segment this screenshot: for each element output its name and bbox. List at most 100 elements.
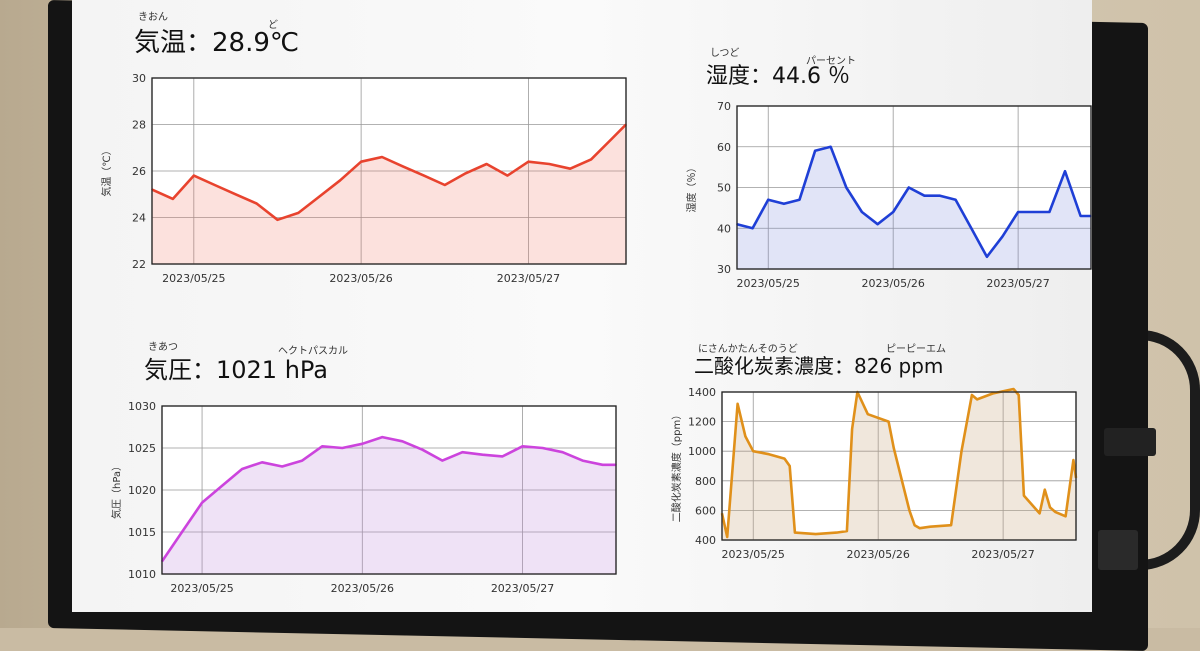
data-point [527,160,530,163]
y-tick-label: 1400 [688,386,716,399]
humidity-ruby-1: しつど [710,48,740,59]
x-tick-label: 2023/05/26 [861,277,924,290]
data-point [1044,488,1046,491]
data-point [339,179,341,182]
x-tick-label: 2023/05/25 [170,582,233,595]
data-point [281,465,283,468]
data-point [548,163,551,165]
data-point [172,198,174,200]
data-point [960,450,963,452]
data-point [241,468,243,470]
data-point [521,445,524,448]
data-point [887,420,890,423]
y-tick-label: 1015 [128,526,156,539]
y-tick-label: 1025 [128,442,156,455]
data-point [255,202,258,205]
data-point [726,536,728,538]
y-tick-label: 28 [132,119,146,132]
data-point [601,464,604,466]
data-point [1017,211,1019,213]
plot-frame [151,77,627,265]
data-point [321,445,323,448]
data-point [929,525,931,528]
series-line [160,435,616,563]
data-point [193,174,195,177]
data-point [485,163,488,165]
y-axis-label: 二酸化炭素濃度（ppm） [670,410,683,522]
temperature-title: 気温：28.9℃ [134,28,300,58]
x-tick-label: 2023/05/26 [329,272,392,285]
series-area [722,389,1076,540]
data-point [1001,235,1004,238]
data-point [876,223,879,225]
data-point [1017,394,1020,396]
data-point [954,198,957,201]
data-point [923,194,926,197]
data-point [1064,515,1067,518]
data-point [736,403,739,405]
data-point [1072,459,1075,461]
data-point [1049,506,1051,509]
y-tick-label: 50 [717,182,731,195]
data-point [798,198,801,201]
y-axis-label: 気温（℃） [100,145,113,196]
data-point [201,501,203,504]
data-point [971,394,973,396]
data-point [381,436,384,438]
data-point [569,167,571,170]
plot-frame [721,391,1077,541]
x-tick-label: 2023/05/26 [331,582,394,595]
data-point [341,447,344,449]
data-point [464,172,467,175]
y-axis-label: 湿度（％） [685,163,698,213]
y-tick-label: 24 [132,212,146,225]
data-point [360,160,362,163]
data-point [461,451,464,453]
y-tick-label: 1030 [128,400,156,413]
data-point [221,485,223,487]
data-point [213,184,216,186]
data-point [893,447,895,449]
data-point [970,227,973,230]
data-point [752,450,754,452]
y-tick-label: 30 [132,72,146,85]
data-point [1023,494,1025,497]
series-line [736,145,1091,259]
cable-plug-lower [1098,530,1138,570]
co2-ruby-1: にさんかたんそのうど [698,344,798,355]
data-point [541,447,544,449]
plot-frame [736,105,1092,270]
data-point [1048,211,1051,213]
data-point [611,137,613,140]
data-point [361,443,364,445]
y-tick-label: 40 [717,222,731,235]
data-point [423,174,425,177]
data-point [991,392,994,395]
humidity-ruby-2: パーセント [806,56,856,67]
x-tick-label: 2023/05/27 [491,582,554,595]
data-point [506,174,509,177]
data-point [892,211,894,213]
data-point [421,448,424,451]
data-point [581,459,584,462]
humidity-chart: 30 40 50 60 70 2023/05/25 2023/05/26 2023/05/27… [685,100,1092,290]
co2-ruby-2: ピーピーエム [886,344,946,355]
data-point [297,212,300,214]
y-tick-label: 60 [717,141,731,154]
data-point [783,203,785,205]
x-tick-label: 2023/05/25 [722,548,785,561]
data-point [867,413,869,415]
data-point [1054,511,1056,513]
data-point [845,186,848,189]
data-point [814,150,816,152]
data-point [794,531,796,534]
cable-plug [1104,428,1156,456]
data-point [976,398,978,401]
data-point [835,531,838,534]
y-tick-label: 800 [695,475,716,488]
data-point [814,533,817,535]
series-line [151,123,627,222]
y-tick-label: 600 [695,504,716,517]
temperature-ruby-1: きおん [138,12,168,23]
data-point [744,435,747,438]
